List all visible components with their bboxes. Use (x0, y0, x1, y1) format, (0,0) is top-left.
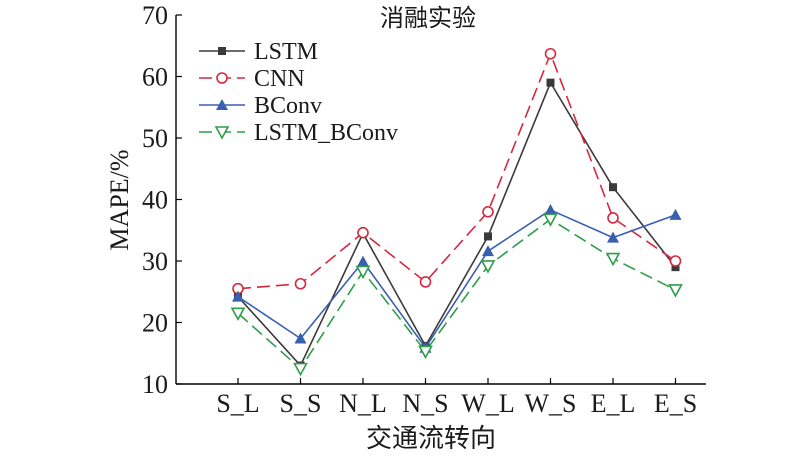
data-point-bconv-e-s (669, 208, 682, 220)
x-axis-title: 交通流转向 (366, 424, 496, 453)
series-layer (230, 47, 683, 377)
data-point-cnn-w-l (482, 206, 494, 218)
series-cnn (232, 47, 682, 295)
data-point-bconv-n-l (357, 255, 369, 267)
data-point-lstm-bconv-s-l (230, 307, 246, 321)
data-point-lstm-bconv-n-s (418, 345, 433, 360)
chart-title: 消融实验 (380, 5, 476, 32)
legend-label-cnn: CNN (254, 66, 305, 92)
y-axis-ticks: 10 20 30 40 50 60 70 (142, 1, 182, 399)
data-point-lstm-bconv-w-l (480, 260, 496, 274)
legend-marker-lstm-bconv (214, 126, 230, 140)
x-tick-label-s-l: S_L (216, 389, 259, 418)
data-point-cnn-e-l (607, 212, 619, 224)
data-point-cnn-n-s (419, 276, 432, 288)
series-lstm-bconv (230, 213, 683, 377)
legend-item-lstm: LSTM (199, 39, 318, 65)
series-line-lstm-bconv (237, 218, 676, 370)
data-point-lstm-e-s (671, 263, 680, 272)
data-point-cnn-s-s (294, 277, 307, 290)
legend-item-cnn: CNN (199, 66, 305, 92)
data-point-lstm-bconv-w-s (543, 213, 558, 227)
legend-item-bconv: BConv (199, 93, 322, 119)
data-point-lstm-w-s (546, 78, 555, 87)
data-point-bconv-w-l (482, 245, 494, 257)
legend-marker-lstm (218, 47, 226, 55)
data-point-lstm-bconv-n-l (355, 265, 371, 280)
y-tick-label: 30 (142, 247, 168, 276)
y-tick-label: 60 (142, 63, 168, 92)
x-axis-ticks: S_L S_S N_L N_S W_L W_S E_L E_S (216, 378, 697, 418)
data-point-cnn-e-s (669, 255, 682, 267)
data-point-lstm-e-l (609, 183, 617, 192)
x-tick-label-e-l: E_L (591, 389, 636, 418)
legend-label-lstm-bconv: LSTM_BConv (254, 120, 398, 146)
legend-marker-cnn (216, 72, 228, 84)
y-tick-label: 40 (142, 186, 168, 215)
data-point-lstm-bconv-e-s (668, 284, 683, 298)
y-tick-label: 50 (142, 124, 168, 153)
data-point-lstm-bconv-e-l (605, 252, 621, 267)
y-tick-label: 70 (142, 1, 168, 30)
series-line-bconv (237, 209, 676, 349)
data-point-lstm-w-l (484, 232, 492, 241)
data-point-bconv-w-s (544, 203, 557, 215)
x-tick-label-n-l: N_L (339, 389, 387, 418)
x-tick-label-e-s: E_S (654, 389, 697, 418)
x-tick-label-s-s: S_S (280, 389, 322, 418)
data-point-bconv-s-s (294, 332, 307, 344)
series-line-lstm (237, 81, 677, 367)
legend-marker-bconv (216, 99, 228, 110)
data-point-cnn-n-l (357, 226, 369, 239)
y-axis-title: MAPE/% (105, 149, 134, 250)
data-point-bconv-e-l (607, 231, 619, 243)
y-tick-label: 20 (142, 309, 168, 338)
x-tick-label-w-s: W_S (525, 389, 577, 418)
x-tick-label-n-s: N_S (402, 389, 448, 418)
x-tick-label-w-l: W_L (461, 389, 514, 418)
legend-label-bconv: BConv (254, 93, 322, 119)
legend-label-lstm: LSTM (254, 39, 318, 65)
y-tick-label: 10 (142, 370, 168, 399)
series-line-cnn (237, 52, 676, 290)
data-point-bconv-s-l (232, 290, 244, 302)
legend-item-lstm-bconv: LSTM_BConv (199, 120, 398, 146)
data-point-cnn-w-s (544, 47, 557, 60)
data-point-lstm-bconv-s-s (293, 362, 308, 377)
